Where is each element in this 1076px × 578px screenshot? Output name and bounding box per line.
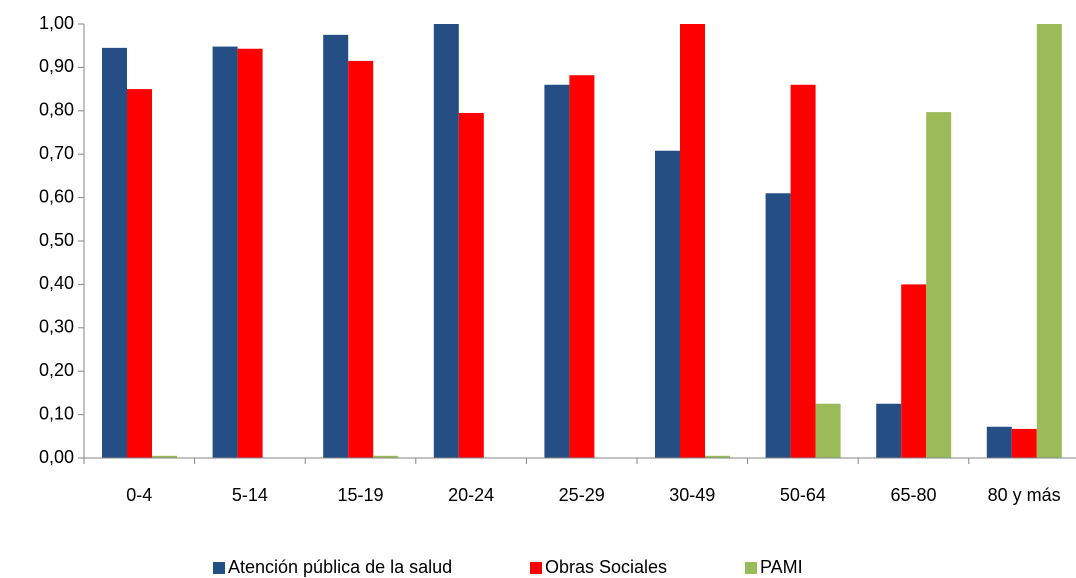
- y-tick-label: 0,10: [39, 403, 74, 423]
- legend-swatch: [530, 562, 542, 574]
- y-tick-label: 0,30: [39, 317, 74, 337]
- bar: [237, 48, 263, 458]
- bar: [705, 455, 730, 458]
- legend-swatch: [745, 562, 757, 574]
- legend-label: Atención pública de la salud: [228, 557, 452, 577]
- bar: [569, 75, 595, 458]
- y-tick-label: 0,80: [39, 100, 74, 120]
- bar: [102, 47, 127, 459]
- x-tick-label: 25-29: [559, 485, 605, 505]
- x-tick-label: 0-4: [126, 485, 152, 505]
- bar: [458, 112, 484, 458]
- x-tick-label: 30-49: [669, 485, 715, 505]
- x-tick-label: 50-64: [780, 485, 826, 505]
- bar: [986, 426, 1012, 458]
- bar: [433, 24, 459, 458]
- y-tick-label: 0,00: [39, 447, 74, 467]
- bar: [348, 60, 374, 458]
- legend-label: Obras Sociales: [545, 557, 667, 577]
- x-tick-label: 15-19: [337, 485, 383, 505]
- bar: [876, 403, 902, 458]
- bar: [1036, 24, 1062, 458]
- bar: [373, 455, 399, 458]
- bar: [212, 46, 238, 459]
- bar: [765, 193, 791, 458]
- x-tick-label: 20-24: [448, 485, 494, 505]
- bar: [544, 84, 570, 458]
- bar: [680, 24, 705, 458]
- bar: [815, 403, 841, 458]
- bar: [152, 455, 177, 458]
- y-tick-label: 0,50: [39, 230, 74, 250]
- y-tick-label: 1,00: [39, 13, 74, 33]
- y-tick-label: 0,60: [39, 186, 74, 206]
- x-tick-label: 5-14: [232, 485, 268, 505]
- legend-label: PAMI: [760, 557, 803, 577]
- y-tick-label: 0,20: [39, 360, 74, 380]
- y-tick-label: 0,90: [39, 56, 74, 76]
- y-tick-label: 0,40: [39, 273, 74, 293]
- x-tick-label: 80 y más: [988, 485, 1061, 505]
- bar: [655, 150, 680, 458]
- bar: [1011, 428, 1037, 458]
- legend-swatch: [213, 562, 225, 574]
- y-tick-label: 0,70: [39, 143, 74, 163]
- bar: [127, 89, 152, 458]
- bar: [323, 34, 349, 458]
- bar: [926, 112, 952, 459]
- bar: [790, 84, 816, 458]
- bar: [901, 284, 927, 458]
- x-tick-label: 65-80: [890, 485, 936, 505]
